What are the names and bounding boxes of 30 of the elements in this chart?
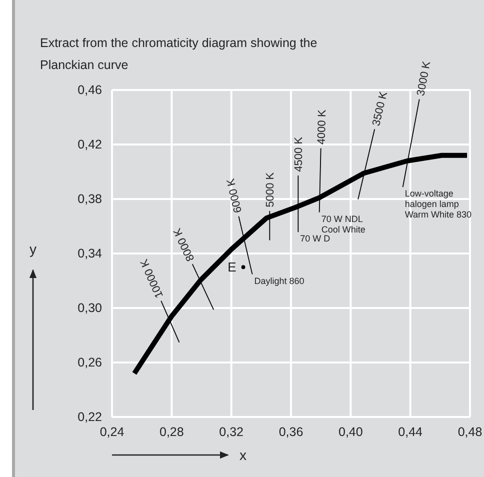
text: 8000 K <box>171 226 198 263</box>
x-tick-label: 0,28 <box>159 424 184 439</box>
y-tick-label: 0,46 <box>78 83 102 97</box>
x-tick-label: 0,48 <box>458 424 482 439</box>
chart-title: Extract from the chromaticity diagram showing the Planckian curve <box>40 36 318 72</box>
text: 3000 K <box>414 60 434 97</box>
text: 6000 K <box>224 176 245 214</box>
y-tick-label: 0,22 <box>78 410 102 424</box>
text: 3500 K <box>370 90 390 128</box>
y-axis-title: y <box>30 241 36 257</box>
x-tick-label: 0,44 <box>398 424 423 439</box>
x-tick-label: 0,36 <box>278 424 304 439</box>
x-tick-label: 0,24 <box>100 424 124 439</box>
y-tick-label: 0,38 <box>78 192 102 206</box>
y-tick-label: 0,30 <box>78 301 102 315</box>
x-axis-title: x <box>240 447 246 463</box>
text: 4000 K <box>316 108 329 145</box>
annotation: Daylight 860 <box>254 276 304 286</box>
text: 4500 K <box>293 136 306 172</box>
y-tick-label: 0,26 <box>78 356 102 370</box>
annotation: Low-voltage halogen lamp Warm White 830 <box>404 188 472 220</box>
x-tick-label: 0,32 <box>219 424 244 439</box>
text: 10000 K <box>138 256 166 300</box>
text: 5000 K <box>264 172 277 208</box>
x-tick-label: 0,40 <box>338 424 363 439</box>
annotation: 70 W NDL Cool White <box>321 214 366 234</box>
y-tick-label: 0,34 <box>78 246 102 260</box>
series-label: E <box>228 260 237 275</box>
annotation: 70 W D <box>300 234 331 244</box>
y-tick-label: 0,42 <box>78 138 102 152</box>
